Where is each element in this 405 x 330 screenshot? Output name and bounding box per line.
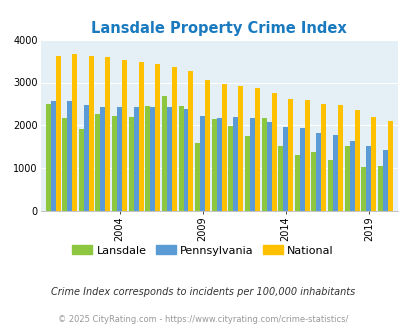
Bar — [377, 166, 382, 211]
Bar — [72, 54, 77, 211]
Bar — [67, 101, 72, 211]
Bar — [128, 117, 133, 211]
Bar — [62, 118, 67, 211]
Bar — [228, 126, 233, 211]
Legend: Lansdale, Pennsylvania, National: Lansdale, Pennsylvania, National — [68, 241, 337, 260]
Bar — [79, 129, 83, 211]
Bar — [221, 84, 226, 211]
Bar — [294, 155, 299, 211]
Bar — [304, 100, 309, 211]
Bar — [55, 56, 60, 211]
Bar — [117, 107, 122, 211]
Bar — [288, 99, 292, 211]
Bar — [155, 64, 160, 211]
Bar — [200, 116, 205, 211]
Bar — [261, 118, 266, 211]
Bar — [233, 117, 238, 211]
Bar — [238, 86, 243, 211]
Bar — [244, 136, 249, 211]
Bar — [283, 127, 288, 211]
Bar — [211, 119, 216, 211]
Bar — [122, 60, 127, 211]
Bar — [145, 106, 150, 211]
Bar — [271, 93, 276, 211]
Bar — [51, 101, 55, 211]
Bar — [354, 110, 359, 211]
Text: © 2025 CityRating.com - https://www.cityrating.com/crime-statistics/: © 2025 CityRating.com - https://www.city… — [58, 315, 347, 324]
Bar — [311, 152, 315, 211]
Bar — [178, 106, 183, 211]
Bar — [249, 118, 254, 211]
Bar — [315, 133, 321, 211]
Bar — [171, 67, 177, 211]
Bar — [188, 71, 193, 211]
Bar — [133, 107, 138, 211]
Bar — [216, 118, 221, 211]
Bar — [332, 135, 337, 211]
Bar — [112, 116, 117, 211]
Bar — [150, 107, 155, 211]
Bar — [365, 147, 371, 211]
Bar — [105, 57, 110, 211]
Bar — [327, 160, 332, 211]
Title: Lansdale Property Crime Index: Lansdale Property Crime Index — [91, 21, 346, 36]
Bar — [321, 104, 326, 211]
Bar — [382, 150, 387, 211]
Bar — [183, 109, 188, 211]
Bar — [195, 143, 200, 211]
Bar — [100, 107, 105, 211]
Text: Crime Index corresponds to incidents per 100,000 inhabitants: Crime Index corresponds to incidents per… — [51, 287, 354, 297]
Bar — [344, 147, 349, 211]
Bar — [95, 114, 100, 211]
Bar — [162, 96, 166, 211]
Bar — [387, 121, 392, 211]
Bar — [277, 147, 283, 211]
Bar — [166, 107, 171, 211]
Bar — [299, 128, 304, 211]
Bar — [337, 105, 342, 211]
Bar — [371, 117, 375, 211]
Bar — [83, 105, 89, 211]
Bar — [266, 122, 271, 211]
Bar — [205, 80, 209, 211]
Bar — [89, 56, 94, 211]
Bar — [254, 88, 259, 211]
Bar — [360, 167, 365, 211]
Bar — [138, 62, 143, 211]
Bar — [45, 104, 51, 211]
Bar — [349, 141, 354, 211]
